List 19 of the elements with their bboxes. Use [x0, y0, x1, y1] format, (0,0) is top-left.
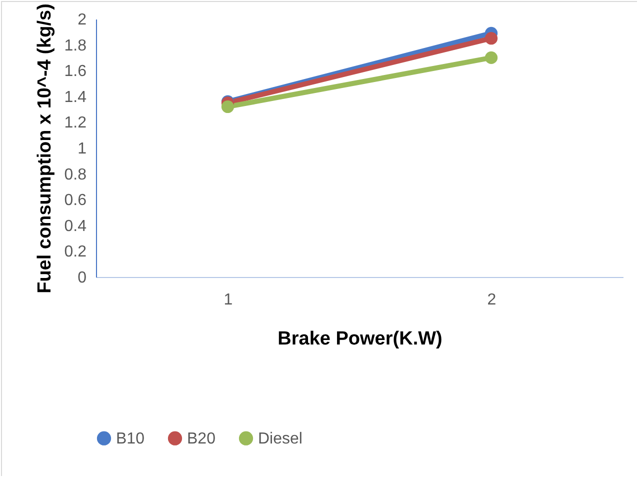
y-tick-label: 2	[78, 12, 87, 28]
y-tick-label: 1.8	[64, 37, 87, 54]
legend-label: B10	[116, 430, 145, 448]
y-tick-label: 1.6	[64, 63, 87, 80]
point	[221, 100, 234, 114]
y-tick-label: 1.4	[64, 88, 87, 106]
legend-label: Diesel	[258, 430, 302, 448]
x-axis-title: Brake Power(K.W)	[278, 328, 442, 350]
y-tick-label: 0.6	[64, 192, 87, 210]
y-tick-label: 0.8	[64, 166, 87, 184]
point	[484, 32, 498, 45]
y-tick-label: 1.2	[64, 114, 87, 132]
y-axis-title: Fuel consumption x 10^-4 (kg/s)	[34, 4, 56, 294]
y-tick-label: 1	[78, 140, 87, 158]
point	[484, 51, 498, 64]
y-tick-label: 0.2	[64, 244, 87, 261]
y-tick-label: 0	[78, 270, 87, 286]
y-tick-label: 0.4	[64, 218, 87, 235]
legend-label: B20	[187, 430, 216, 448]
